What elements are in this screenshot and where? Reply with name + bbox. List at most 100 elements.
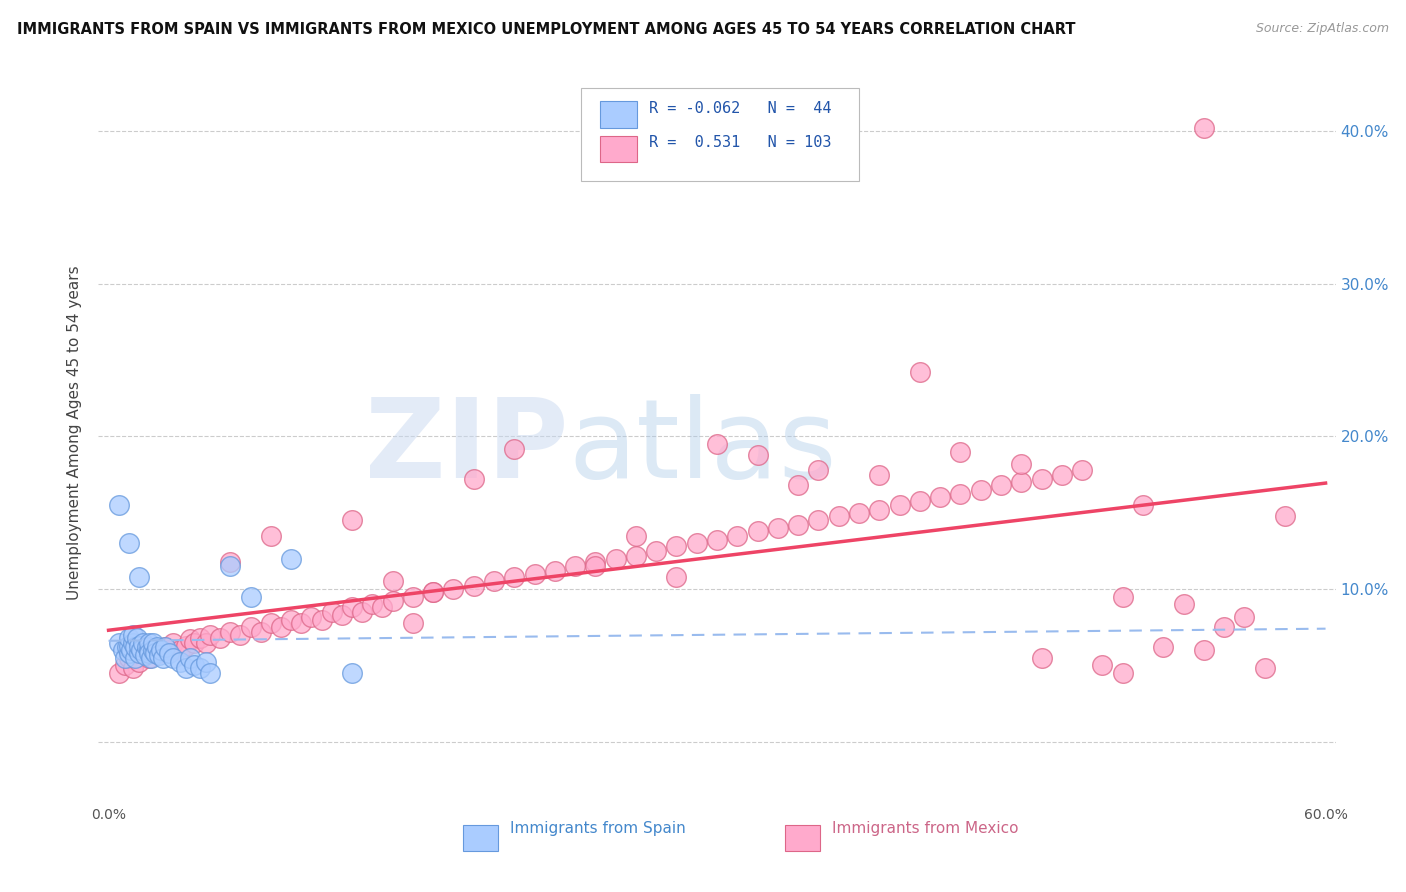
- Point: [122, 628, 145, 642]
- Point: [114, 650, 136, 665]
- Point: [125, 631, 148, 645]
- FancyBboxPatch shape: [599, 136, 637, 162]
- Point: [155, 640, 177, 654]
- Point: [868, 467, 890, 482]
- Point: [141, 650, 163, 665]
- Point: [463, 472, 485, 486]
- Point: [422, 585, 444, 599]
- Point: [124, 640, 146, 654]
- Point: [134, 648, 156, 662]
- Point: [155, 640, 177, 654]
- FancyBboxPatch shape: [785, 825, 820, 851]
- Point: [1213, 620, 1236, 634]
- Point: [136, 640, 159, 654]
- Point: [381, 594, 404, 608]
- Point: [107, 635, 129, 649]
- Point: [174, 661, 197, 675]
- Point: [183, 635, 205, 649]
- Point: [157, 646, 180, 660]
- Point: [686, 536, 709, 550]
- Point: [194, 635, 217, 649]
- Point: [239, 620, 262, 634]
- Point: [747, 448, 769, 462]
- Point: [706, 437, 728, 451]
- Point: [162, 650, 184, 665]
- Point: [1031, 472, 1053, 486]
- Point: [311, 613, 333, 627]
- Point: [1010, 475, 1032, 490]
- Point: [544, 564, 567, 578]
- Point: [138, 635, 160, 649]
- Point: [908, 493, 931, 508]
- Point: [402, 590, 425, 604]
- Point: [169, 656, 191, 670]
- Point: [402, 615, 425, 630]
- Point: [118, 536, 141, 550]
- Point: [183, 658, 205, 673]
- Point: [463, 579, 485, 593]
- Point: [128, 656, 150, 670]
- Point: [128, 646, 150, 660]
- Point: [169, 643, 191, 657]
- Point: [583, 555, 606, 569]
- Point: [340, 513, 363, 527]
- Point: [111, 643, 134, 657]
- Point: [787, 518, 810, 533]
- Point: [1274, 508, 1296, 523]
- Point: [523, 566, 546, 581]
- Point: [949, 444, 972, 458]
- Point: [299, 609, 322, 624]
- Point: [949, 487, 972, 501]
- Point: [157, 643, 180, 657]
- Point: [503, 570, 526, 584]
- Point: [848, 506, 870, 520]
- Point: [124, 650, 146, 665]
- Point: [107, 666, 129, 681]
- Point: [482, 574, 505, 589]
- Point: [132, 635, 155, 649]
- Point: [148, 646, 170, 660]
- Point: [118, 631, 141, 645]
- Text: ZIP: ZIP: [366, 394, 568, 501]
- Point: [706, 533, 728, 548]
- Y-axis label: Unemployment Among Ages 45 to 54 years: Unemployment Among Ages 45 to 54 years: [67, 265, 83, 600]
- Point: [1173, 598, 1195, 612]
- Point: [198, 666, 221, 681]
- Point: [138, 650, 160, 665]
- Point: [128, 639, 150, 653]
- Point: [198, 628, 221, 642]
- Point: [118, 646, 141, 660]
- Point: [229, 628, 252, 642]
- Point: [1152, 640, 1174, 654]
- Point: [270, 620, 292, 634]
- Point: [209, 631, 232, 645]
- Point: [138, 646, 160, 660]
- Point: [441, 582, 464, 596]
- Text: atlas: atlas: [568, 394, 837, 501]
- Point: [330, 608, 353, 623]
- Point: [142, 643, 165, 657]
- Point: [138, 643, 160, 657]
- Point: [290, 615, 312, 630]
- Point: [174, 639, 197, 653]
- Point: [352, 605, 374, 619]
- Text: IMMIGRANTS FROM SPAIN VS IMMIGRANTS FROM MEXICO UNEMPLOYMENT AMONG AGES 45 TO 54: IMMIGRANTS FROM SPAIN VS IMMIGRANTS FROM…: [17, 22, 1076, 37]
- Point: [908, 365, 931, 379]
- Point: [605, 551, 627, 566]
- FancyBboxPatch shape: [464, 825, 498, 851]
- Point: [1071, 463, 1094, 477]
- Point: [120, 643, 142, 657]
- Point: [219, 624, 242, 639]
- Point: [361, 598, 384, 612]
- Point: [725, 529, 748, 543]
- Point: [564, 559, 586, 574]
- Point: [239, 590, 262, 604]
- Point: [122, 661, 145, 675]
- Point: [142, 635, 165, 649]
- Point: [122, 635, 145, 649]
- Text: Immigrants from Spain: Immigrants from Spain: [510, 822, 686, 836]
- Point: [1132, 498, 1154, 512]
- Point: [624, 529, 647, 543]
- Point: [118, 650, 141, 665]
- FancyBboxPatch shape: [599, 101, 637, 128]
